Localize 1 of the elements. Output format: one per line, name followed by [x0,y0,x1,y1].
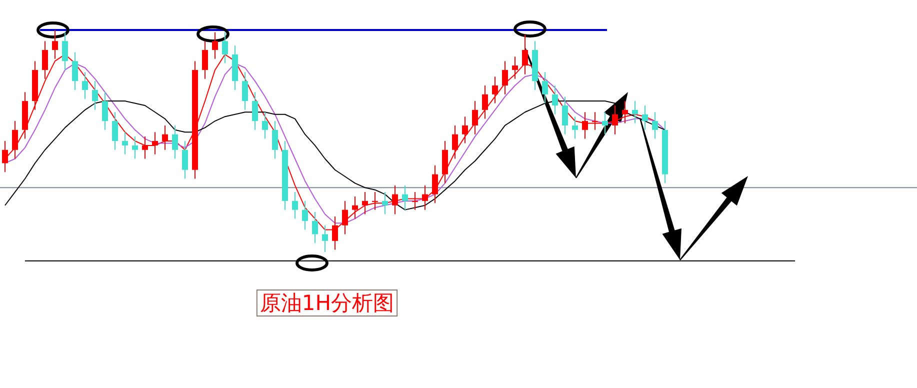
text: 原油1H分析图 [260,291,394,315]
